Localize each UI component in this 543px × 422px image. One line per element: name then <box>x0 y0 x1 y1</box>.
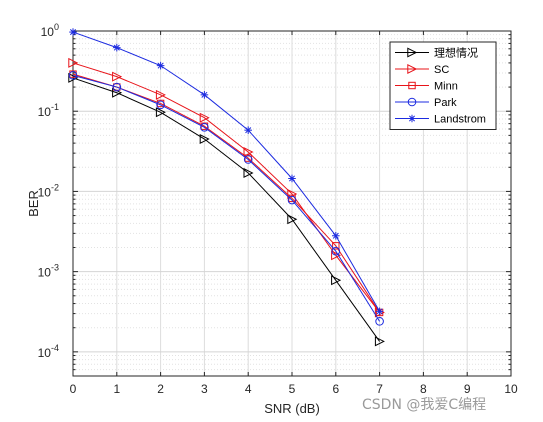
y-tick-label: 10-4 <box>38 343 59 360</box>
data-point <box>331 246 341 256</box>
legend-marker <box>407 47 418 58</box>
data-point <box>156 100 165 110</box>
legend: 理想情况 SC Minn Park Landstrom <box>389 41 497 130</box>
legend-entry: Park <box>395 97 457 109</box>
legend-label: 理想情况 <box>434 46 478 60</box>
legend-entry: Minn <box>395 81 458 93</box>
data-point <box>200 91 209 99</box>
x-tick-label: 0 <box>70 382 77 396</box>
data-point <box>375 307 384 316</box>
y-tick-labels: 100 10-1 10-2 10-3 10-4 <box>38 22 59 360</box>
data-point <box>332 242 340 250</box>
y-tick-label: 10-1 <box>38 102 59 119</box>
legend-label: Landstrom <box>434 114 486 126</box>
legend-marker <box>408 114 416 123</box>
series-3 <box>68 71 384 326</box>
x-tick-labels: 0 1 2 3 4 5 6 7 8 9 10 <box>70 382 518 396</box>
series-1 <box>68 57 385 318</box>
series-0 <box>68 72 385 347</box>
data-point <box>374 336 385 347</box>
x-tick-label: 1 <box>113 382 120 396</box>
data-point <box>200 123 209 132</box>
data-point <box>68 57 79 68</box>
x-tick-label: 7 <box>376 382 383 396</box>
x-tick-label: 9 <box>464 382 471 396</box>
data-point <box>331 250 342 261</box>
y-tick-label: 10-3 <box>38 263 59 280</box>
data-point <box>112 71 123 82</box>
data-point <box>155 89 166 100</box>
y-tick-label: 10-2 <box>38 182 59 199</box>
legend-entry: 理想情况 <box>395 46 478 60</box>
x-axis-label: SNR (dB) <box>264 401 320 416</box>
data-point <box>375 317 384 326</box>
y-tick-label: 100 <box>41 22 59 39</box>
series-4 <box>69 28 384 316</box>
data-point <box>331 275 342 286</box>
x-tick-label: 5 <box>289 382 296 396</box>
data-point <box>199 134 210 145</box>
legend-marker <box>407 63 418 75</box>
series-line <box>72 74 381 322</box>
data-point <box>156 61 165 70</box>
x-tick-label: 4 <box>245 382 252 396</box>
x-tick-label: 2 <box>157 382 164 396</box>
series-line <box>72 31 381 312</box>
data-point <box>68 71 78 80</box>
data-point <box>113 43 121 52</box>
data-point <box>243 155 253 164</box>
legend-marker <box>408 81 416 90</box>
series-line <box>72 77 381 342</box>
legend-entry: SC <box>395 63 449 76</box>
series-layer <box>68 28 385 347</box>
x-tick-label: 8 <box>420 382 427 396</box>
data-point <box>287 214 298 225</box>
x-tick-label: 6 <box>332 382 339 396</box>
data-point <box>199 112 210 123</box>
data-point <box>69 28 77 36</box>
data-point <box>244 126 252 134</box>
data-point <box>287 195 297 205</box>
data-point <box>288 174 296 183</box>
legend-label: Minn <box>434 81 458 93</box>
watermark: CSDN @我爱C编程 <box>362 397 487 413</box>
data-point <box>243 147 254 158</box>
y-axis-label: BER <box>26 190 41 217</box>
data-point <box>332 231 340 240</box>
data-point <box>113 83 121 91</box>
x-tick-label: 3 <box>201 382 208 396</box>
legend-entry: Landstrom <box>395 114 486 126</box>
data-point <box>112 82 122 92</box>
ticks <box>72 30 512 377</box>
x-tick-label: 10 <box>504 382 518 396</box>
legend-label: SC <box>434 64 449 76</box>
series-line <box>72 62 380 313</box>
legend-marker <box>407 97 417 107</box>
legend-label: Park <box>434 97 457 109</box>
data-point <box>155 107 166 118</box>
data-point <box>243 167 254 178</box>
